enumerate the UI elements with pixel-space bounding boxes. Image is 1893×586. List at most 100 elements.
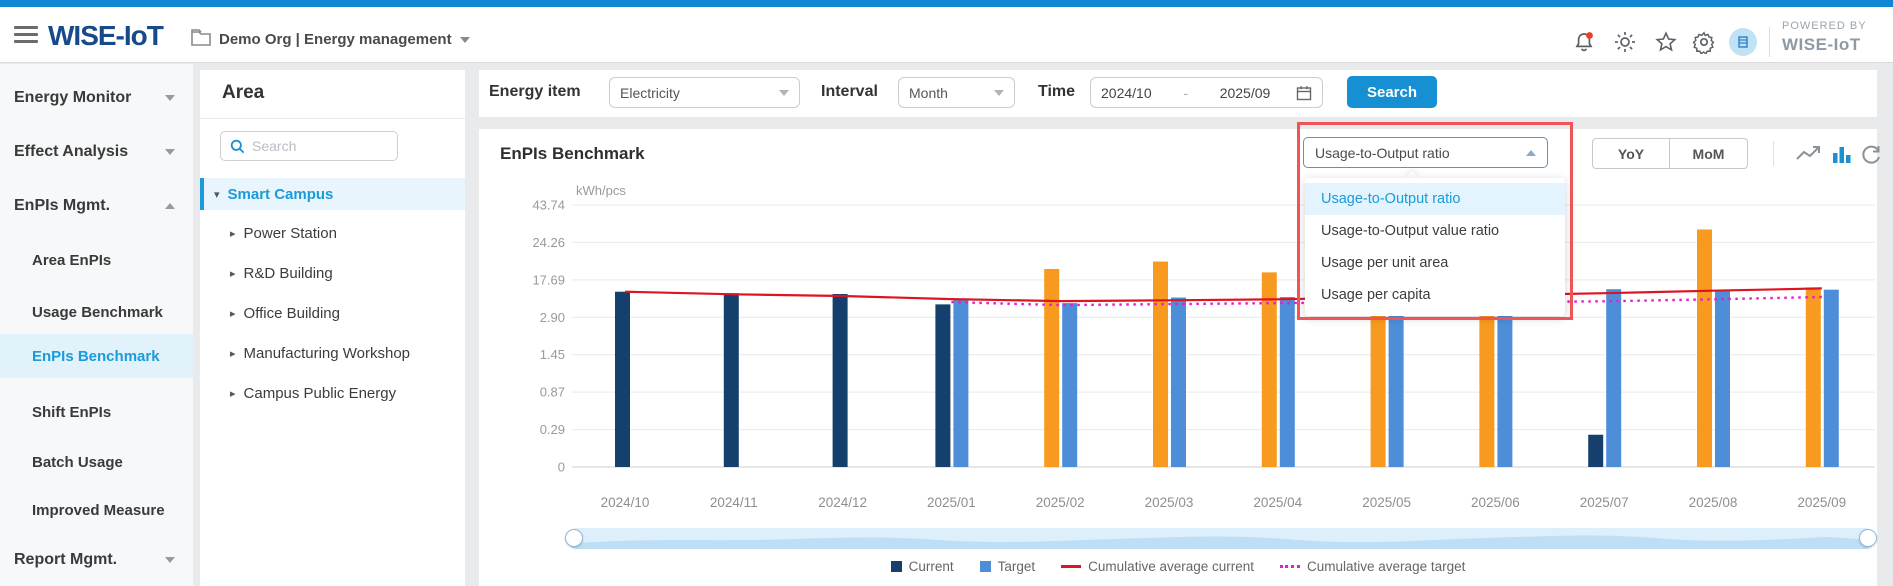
time-start-value[interactable]: 2024/10 — [1101, 84, 1152, 101]
caret-collapsed-icon[interactable]: ▸ — [230, 307, 236, 320]
line-cumulative-average-current[interactable] — [624, 287, 1822, 303]
tree-node-office-building[interactable]: ▸ Office Building — [230, 304, 340, 322]
caret-collapsed-icon[interactable]: ▸ — [230, 267, 236, 280]
filter-bar: Energy item Electricity Interval Month T… — [479, 70, 1877, 117]
x-axis-label: 2025/05 — [1362, 495, 1411, 510]
mom-button[interactable]: MoM — [1692, 145, 1725, 162]
x-axis-label: 2025/04 — [1253, 495, 1302, 510]
zoom-handle-right[interactable] — [1859, 529, 1877, 547]
sidebar-item-usage-benchmark[interactable]: Usage Benchmark — [32, 303, 163, 321]
bar-target[interactable] — [1062, 303, 1078, 467]
time-end-value[interactable]: 2025/09 — [1219, 84, 1271, 101]
chevron-up-icon — [165, 203, 175, 209]
sidebar-item-area-enpis[interactable]: Area EnPIs — [32, 251, 112, 269]
sidebar-item-effect-analysis[interactable]: Effect Analysis — [0, 132, 193, 172]
caret-collapsed-icon[interactable]: ▸ — [230, 387, 236, 400]
legend-key-current — [890, 561, 902, 572]
bar-target[interactable] — [1279, 297, 1295, 467]
chevron-down-icon — [779, 89, 789, 96]
bar-current[interactable] — [832, 293, 848, 467]
powered-by-brand: WISE-IoT — [1782, 34, 1861, 54]
y-axis-tick-label: 43.74 — [532, 197, 565, 212]
tree-node-smart-campus[interactable]: ▾ Smart Campus — [200, 178, 465, 210]
caret-expanded-icon[interactable]: ▾ — [214, 188, 220, 201]
bar-target[interactable] — [1606, 289, 1622, 467]
chevron-down-icon — [165, 95, 175, 101]
search-button[interactable]: Search — [1347, 76, 1437, 108]
settings-gear-icon[interactable] — [1692, 30, 1716, 54]
bar-current[interactable] — [935, 304, 951, 467]
caret-collapsed-icon[interactable]: ▸ — [230, 227, 236, 240]
dropdown-option-usage-to-output-ratio[interactable]: Usage-to-Output ratio — [1305, 183, 1565, 215]
chevron-down-icon — [165, 557, 175, 563]
hamburger-menu-icon[interactable] — [14, 26, 38, 44]
sidebar-item-shift-enpis[interactable]: Shift EnPIs — [32, 403, 112, 421]
bar-current[interactable] — [615, 291, 630, 467]
legend-item-cumulative-average-target[interactable]: Cumulative average target — [1280, 559, 1465, 574]
area-search-box[interactable] — [220, 131, 398, 161]
line-chart-icon[interactable] — [1795, 143, 1823, 165]
bar-current[interactable] — [1697, 229, 1712, 467]
notifications-bell-icon[interactable] — [1572, 30, 1596, 54]
bar-target[interactable] — [953, 299, 969, 467]
bar-current[interactable] — [1588, 434, 1604, 467]
bar-chart-icon[interactable] — [1831, 143, 1853, 165]
app-header: WISE-IoT Demo Org | Energy management — [0, 7, 1893, 63]
interval-select[interactable]: Month — [898, 77, 1015, 108]
bar-current[interactable] — [1370, 274, 1386, 467]
yoy-button[interactable]: YoY — [1593, 139, 1670, 168]
legend-item-current[interactable]: Current — [890, 559, 954, 574]
bar-current[interactable] — [1479, 275, 1495, 467]
bar-current[interactable] — [723, 293, 739, 467]
refresh-icon[interactable] — [1860, 143, 1883, 165]
user-avatar[interactable] — [1729, 28, 1757, 56]
bar-current[interactable] — [1261, 272, 1277, 467]
x-axis-label: 2025/02 — [1036, 495, 1085, 510]
bar-current[interactable] — [1044, 268, 1060, 467]
caret-collapsed-icon[interactable]: ▸ — [230, 347, 236, 360]
sidebar-item-energy-monitor[interactable]: Energy Monitor — [0, 78, 193, 118]
tree-node-rd-building[interactable]: ▸ R&D Building — [230, 264, 333, 282]
dropdown-option-usage-per-unit-area[interactable]: Usage per unit area — [1321, 255, 1449, 271]
y-axis-tick-label: 24.26 — [532, 235, 565, 250]
legend-item-target[interactable]: Target — [979, 559, 1035, 574]
x-axis-label: 2025/03 — [1145, 495, 1194, 510]
area-panel: Area ▾ Smart Campus ▸ Power Station ▸ R&… — [200, 70, 465, 586]
tree-node-power-station[interactable]: ▸ Power Station — [230, 224, 337, 242]
bar-target[interactable] — [1823, 289, 1839, 467]
bar-target[interactable] — [1715, 290, 1730, 467]
data-zoom-slider[interactable] — [565, 528, 1877, 549]
x-axis-label: 2024/12 — [818, 495, 867, 510]
time-label: Time — [1038, 83, 1076, 100]
time-range-picker[interactable]: 2024/10 - 2025/09 — [1090, 77, 1323, 108]
sidebar-item-report-mgmt[interactable]: Report Mgmt. — [0, 540, 193, 580]
sidebar-item-enpis-benchmark[interactable]: EnPIs Benchmark — [0, 334, 193, 378]
org-switcher[interactable]: Demo Org | Energy management — [219, 31, 470, 48]
interval-label: Interval — [821, 83, 878, 100]
favorites-star-icon[interactable] — [1654, 30, 1678, 54]
tree-node-manufacturing-workshop[interactable]: ▸ Manufacturing Workshop — [230, 344, 411, 362]
chart-legend: Current Target Cumulative average curren… — [479, 559, 1877, 574]
dropdown-option-usage-to-output-value-ratio[interactable]: Usage-to-Output value ratio — [1321, 223, 1500, 239]
org-label: Demo Org | Energy management — [219, 31, 452, 48]
area-search-input[interactable] — [252, 138, 382, 154]
energy-item-select[interactable]: Electricity — [609, 77, 800, 108]
legend-key-target — [979, 561, 991, 572]
bar-target[interactable] — [1388, 297, 1404, 467]
sidebar-item-improved-measure[interactable]: Improved Measure — [32, 501, 165, 519]
bar-target[interactable] — [1497, 296, 1513, 467]
legend-item-cumulative-average-current[interactable]: Cumulative average current — [1061, 559, 1254, 574]
bar-current[interactable] — [1805, 287, 1821, 467]
metric-select[interactable]: Usage-to-Output ratio — [1303, 137, 1548, 168]
sidebar-item-batch-usage[interactable]: Batch Usage — [32, 453, 123, 471]
sidebar-item-enpis-mgmt[interactable]: EnPIs Mgmt. — [0, 186, 193, 226]
bar-target[interactable] — [1171, 297, 1186, 467]
zoom-handle-left[interactable] — [565, 529, 583, 547]
dropdown-option-usage-per-capita[interactable]: Usage per capita — [1321, 287, 1431, 303]
notification-badge — [1586, 32, 1593, 39]
bar-current[interactable] — [1153, 261, 1168, 467]
y-axis-tick-label: 1.45 — [540, 347, 565, 362]
brightness-sun-icon[interactable] — [1613, 30, 1637, 54]
tree-node-campus-public-energy[interactable]: ▸ Campus Public Energy — [230, 384, 397, 402]
x-axis-label: 2025/01 — [927, 495, 976, 510]
